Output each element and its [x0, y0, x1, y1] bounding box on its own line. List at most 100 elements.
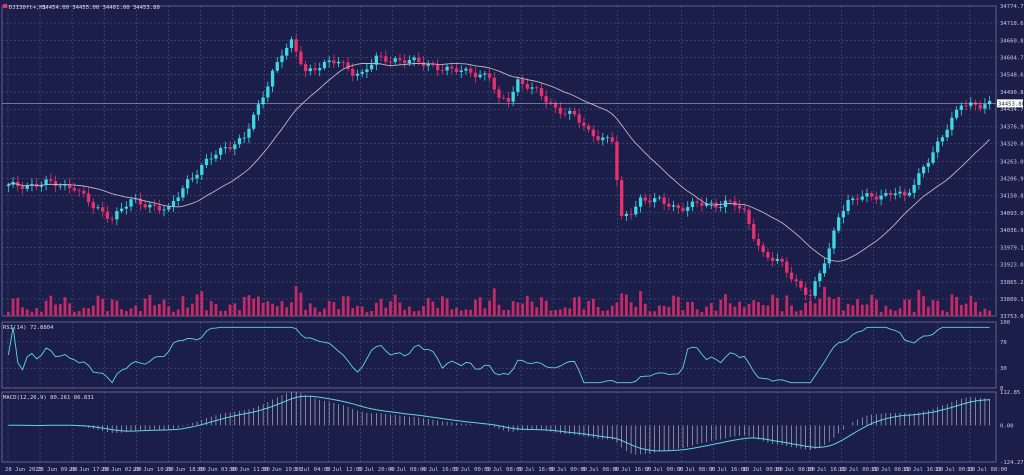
candle-body[interactable] [261, 97, 265, 105]
candle-body[interactable] [846, 200, 850, 212]
candle-body[interactable] [818, 273, 822, 282]
candle-body[interactable] [49, 179, 53, 182]
candle-body[interactable] [313, 68, 317, 71]
candle-body[interactable] [502, 97, 506, 99]
candle-body[interactable] [266, 86, 270, 98]
candle-body[interactable] [275, 62, 279, 71]
candle-body[interactable] [879, 195, 883, 200]
candle-body[interactable] [733, 201, 737, 206]
candle-body[interactable] [695, 201, 699, 203]
candle-body[interactable] [20, 186, 25, 189]
candle-body[interactable] [369, 64, 374, 70]
candle-body[interactable] [860, 196, 864, 200]
candle-body[interactable] [520, 79, 525, 85]
candle-body[interactable] [931, 152, 935, 163]
candle-body[interactable] [96, 207, 100, 209]
candle-body[interactable] [322, 61, 327, 69]
candle-body[interactable] [667, 203, 671, 207]
candle-body[interactable] [402, 60, 407, 64]
candle-body[interactable] [6, 184, 11, 187]
candle-body[interactable] [535, 87, 539, 89]
candle-body[interactable] [393, 58, 397, 62]
candle-body[interactable] [766, 252, 770, 258]
candle-body[interactable] [91, 202, 95, 209]
candle-body[interactable] [950, 117, 954, 130]
candle-body[interactable] [492, 77, 496, 90]
candle-body[interactable] [964, 105, 968, 107]
candle-body[interactable] [44, 179, 48, 185]
candle-body[interactable] [983, 104, 987, 109]
candle-body[interactable] [214, 154, 218, 159]
candle-body[interactable] [256, 104, 261, 115]
candle-body[interactable] [582, 122, 586, 126]
candle-body[interactable] [431, 63, 435, 65]
candle-body[interactable] [110, 218, 114, 220]
candle-body[interactable] [596, 136, 600, 141]
candle-body[interactable] [719, 207, 723, 208]
candle-body[interactable] [756, 238, 761, 246]
candle-body[interactable] [903, 191, 907, 196]
candle-body[interactable] [525, 84, 529, 89]
candle-body[interactable] [115, 211, 119, 220]
candle-body[interactable] [808, 295, 813, 296]
candle-body[interactable] [332, 60, 336, 64]
candle-body[interactable] [384, 56, 388, 62]
candle-body[interactable] [558, 107, 562, 114]
candle-body[interactable] [105, 211, 110, 219]
candle-body[interactable] [398, 58, 402, 61]
candle-body[interactable] [204, 158, 209, 166]
candle-body[interactable] [407, 60, 412, 64]
candle-body[interactable] [945, 129, 949, 138]
candle-body[interactable] [152, 204, 157, 206]
candle-body[interactable] [129, 199, 133, 207]
candle-body[interactable] [30, 183, 34, 186]
candle-body[interactable] [176, 197, 180, 201]
candle-body[interactable] [148, 204, 152, 208]
candle-body[interactable] [657, 197, 662, 199]
candle-body[interactable] [907, 192, 912, 196]
candle-body[interactable] [25, 185, 29, 189]
candle-body[interactable] [794, 279, 798, 282]
candle-body[interactable] [171, 200, 176, 207]
candle-body[interactable] [365, 69, 369, 72]
candle-body[interactable] [289, 39, 294, 48]
candlesticks[interactable] [6, 33, 992, 302]
candle-body[interactable] [200, 165, 204, 175]
candle-body[interactable] [662, 197, 666, 204]
candle-body[interactable] [572, 110, 577, 115]
candle-body[interactable] [445, 66, 449, 71]
candle-body[interactable] [195, 174, 199, 179]
candle-body[interactable] [643, 197, 647, 201]
candle-body[interactable] [454, 68, 459, 72]
candle-body[interactable] [247, 128, 251, 138]
candle-body[interactable] [563, 113, 567, 115]
candle-body[interactable] [162, 209, 166, 211]
candle-body[interactable] [185, 179, 190, 189]
candle-body[interactable] [530, 87, 534, 89]
candle-body[interactable] [813, 281, 817, 296]
candle-body[interactable] [917, 173, 921, 185]
candle-body[interactable] [610, 137, 614, 142]
candle-body[interactable] [605, 137, 610, 139]
candle-body[interactable] [303, 64, 308, 72]
candle-body[interactable] [299, 51, 303, 65]
candle-body[interactable] [851, 198, 855, 201]
candle-body[interactable] [591, 129, 596, 137]
candle-body[interactable] [700, 202, 704, 206]
candle-body[interactable] [893, 193, 897, 196]
candle-body[interactable] [737, 205, 742, 209]
candle-body[interactable] [789, 272, 794, 280]
candle-body[interactable] [624, 213, 629, 216]
candle-body[interactable] [233, 144, 237, 150]
candle-body[interactable] [539, 87, 544, 97]
candle-body[interactable] [143, 204, 147, 208]
candle-body[interactable] [228, 147, 232, 150]
candle-body[interactable] [72, 188, 77, 191]
candle-body[interactable] [884, 192, 888, 196]
candle-body[interactable] [68, 184, 72, 189]
candle-body[interactable] [553, 103, 558, 108]
candle-body[interactable] [511, 91, 515, 102]
candle-body[interactable] [426, 63, 430, 66]
candle-body[interactable] [549, 102, 553, 104]
candle-body[interactable] [686, 207, 690, 211]
